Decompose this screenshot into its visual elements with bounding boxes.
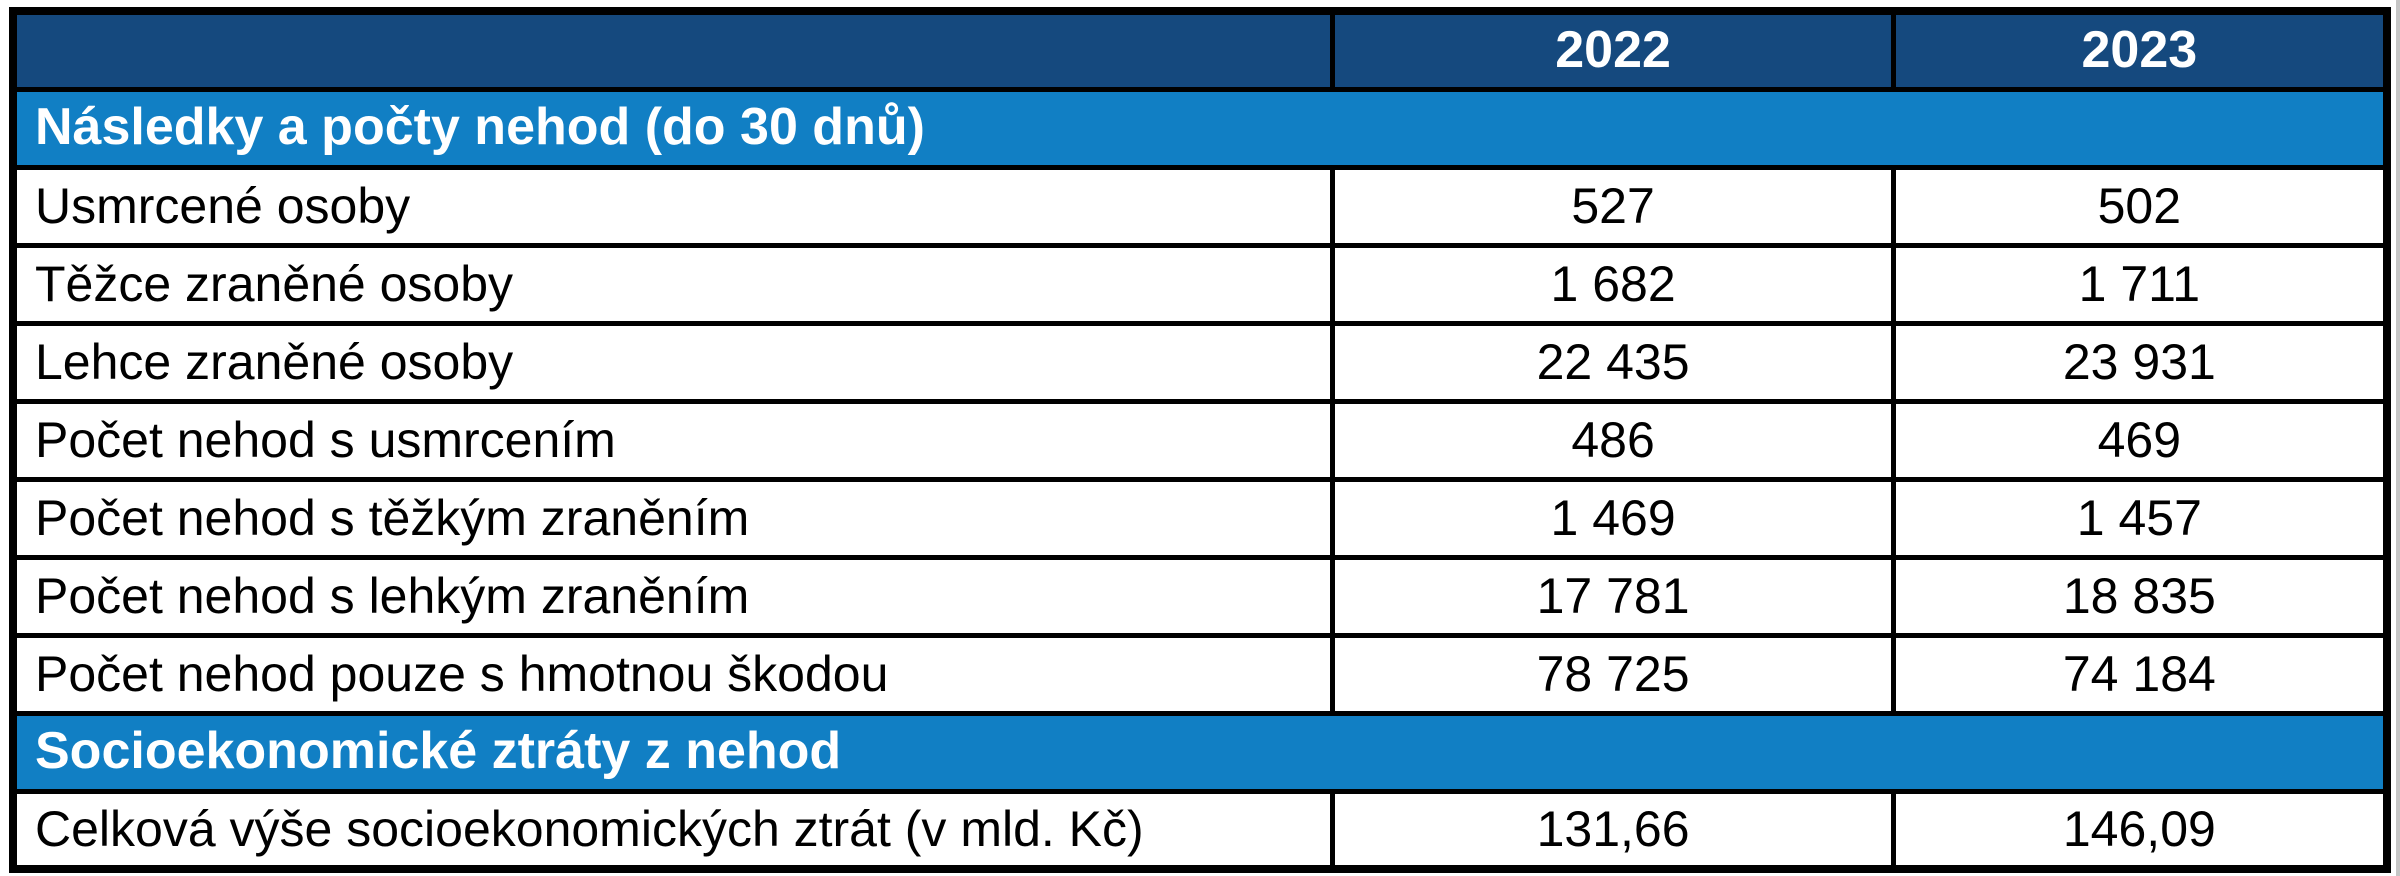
row-label: Těžce zraněné osoby	[10, 242, 1336, 326]
value-2023: 502	[1890, 164, 2390, 248]
value-2023: 146,09	[1890, 788, 2390, 872]
row-label: Usmrcené osoby	[10, 164, 1336, 248]
table-row: Celková výše socioekonomických ztrát (v …	[10, 788, 2390, 872]
row-label: Počet nehod s těžkým zraněním	[10, 476, 1336, 560]
value-2023: 469	[1890, 398, 2390, 482]
table-row: Počet nehod s lehkým zraněním 17 781 18 …	[10, 554, 2390, 638]
value-2023: 74 184	[1890, 632, 2390, 716]
value-2022: 131,66	[1330, 788, 1896, 872]
section-header-socioeconomic: Socioekonomické ztráty z nehod	[10, 710, 2390, 794]
year-header-2022: 2022	[1330, 8, 1896, 92]
section-header-row: Socioekonomické ztráty z nehod	[10, 710, 2390, 794]
value-2022: 22 435	[1330, 320, 1896, 404]
row-label: Počet nehod s lehkým zraněním	[10, 554, 1336, 638]
value-2022: 1 682	[1330, 242, 1896, 326]
table-row: Počet nehod s těžkým zraněním 1 469 1 45…	[10, 476, 2390, 560]
row-label: Lehce zraněné osoby	[10, 320, 1336, 404]
table-row: Usmrcené osoby 527 502	[10, 164, 2390, 248]
section-header-row: Následky a počty nehod (do 30 dnů)	[10, 86, 2390, 170]
row-label: Počet nehod s usmrcením	[10, 398, 1336, 482]
section-header-consequences: Následky a počty nehod (do 30 dnů)	[10, 86, 2390, 170]
accident-statistics-table: 2022 2023 Následky a počty nehod (do 30 …	[9, 7, 2391, 873]
value-2023: 23 931	[1890, 320, 2390, 404]
value-2022: 17 781	[1330, 554, 1896, 638]
table-header-row: 2022 2023	[10, 8, 2390, 92]
value-2023: 1 457	[1890, 476, 2390, 560]
screenshot-edge	[2396, 0, 2400, 876]
row-label: Celková výše socioekonomických ztrát (v …	[10, 788, 1336, 872]
value-2023: 18 835	[1890, 554, 2390, 638]
table-row: Těžce zraněné osoby 1 682 1 711	[10, 242, 2390, 326]
value-2022: 1 469	[1330, 476, 1896, 560]
header-empty-cell	[10, 8, 1336, 92]
row-label: Počet nehod pouze s hmotnou škodou	[10, 632, 1336, 716]
value-2022: 527	[1330, 164, 1896, 248]
value-2022: 486	[1330, 398, 1896, 482]
value-2022: 78 725	[1330, 632, 1896, 716]
table-row: Počet nehod s usmrcením 486 469	[10, 398, 2390, 482]
table-row: Počet nehod pouze s hmotnou škodou 78 72…	[10, 632, 2390, 716]
year-header-2023: 2023	[1890, 8, 2390, 92]
value-2023: 1 711	[1890, 242, 2390, 326]
table-row: Lehce zraněné osoby 22 435 23 931	[10, 320, 2390, 404]
